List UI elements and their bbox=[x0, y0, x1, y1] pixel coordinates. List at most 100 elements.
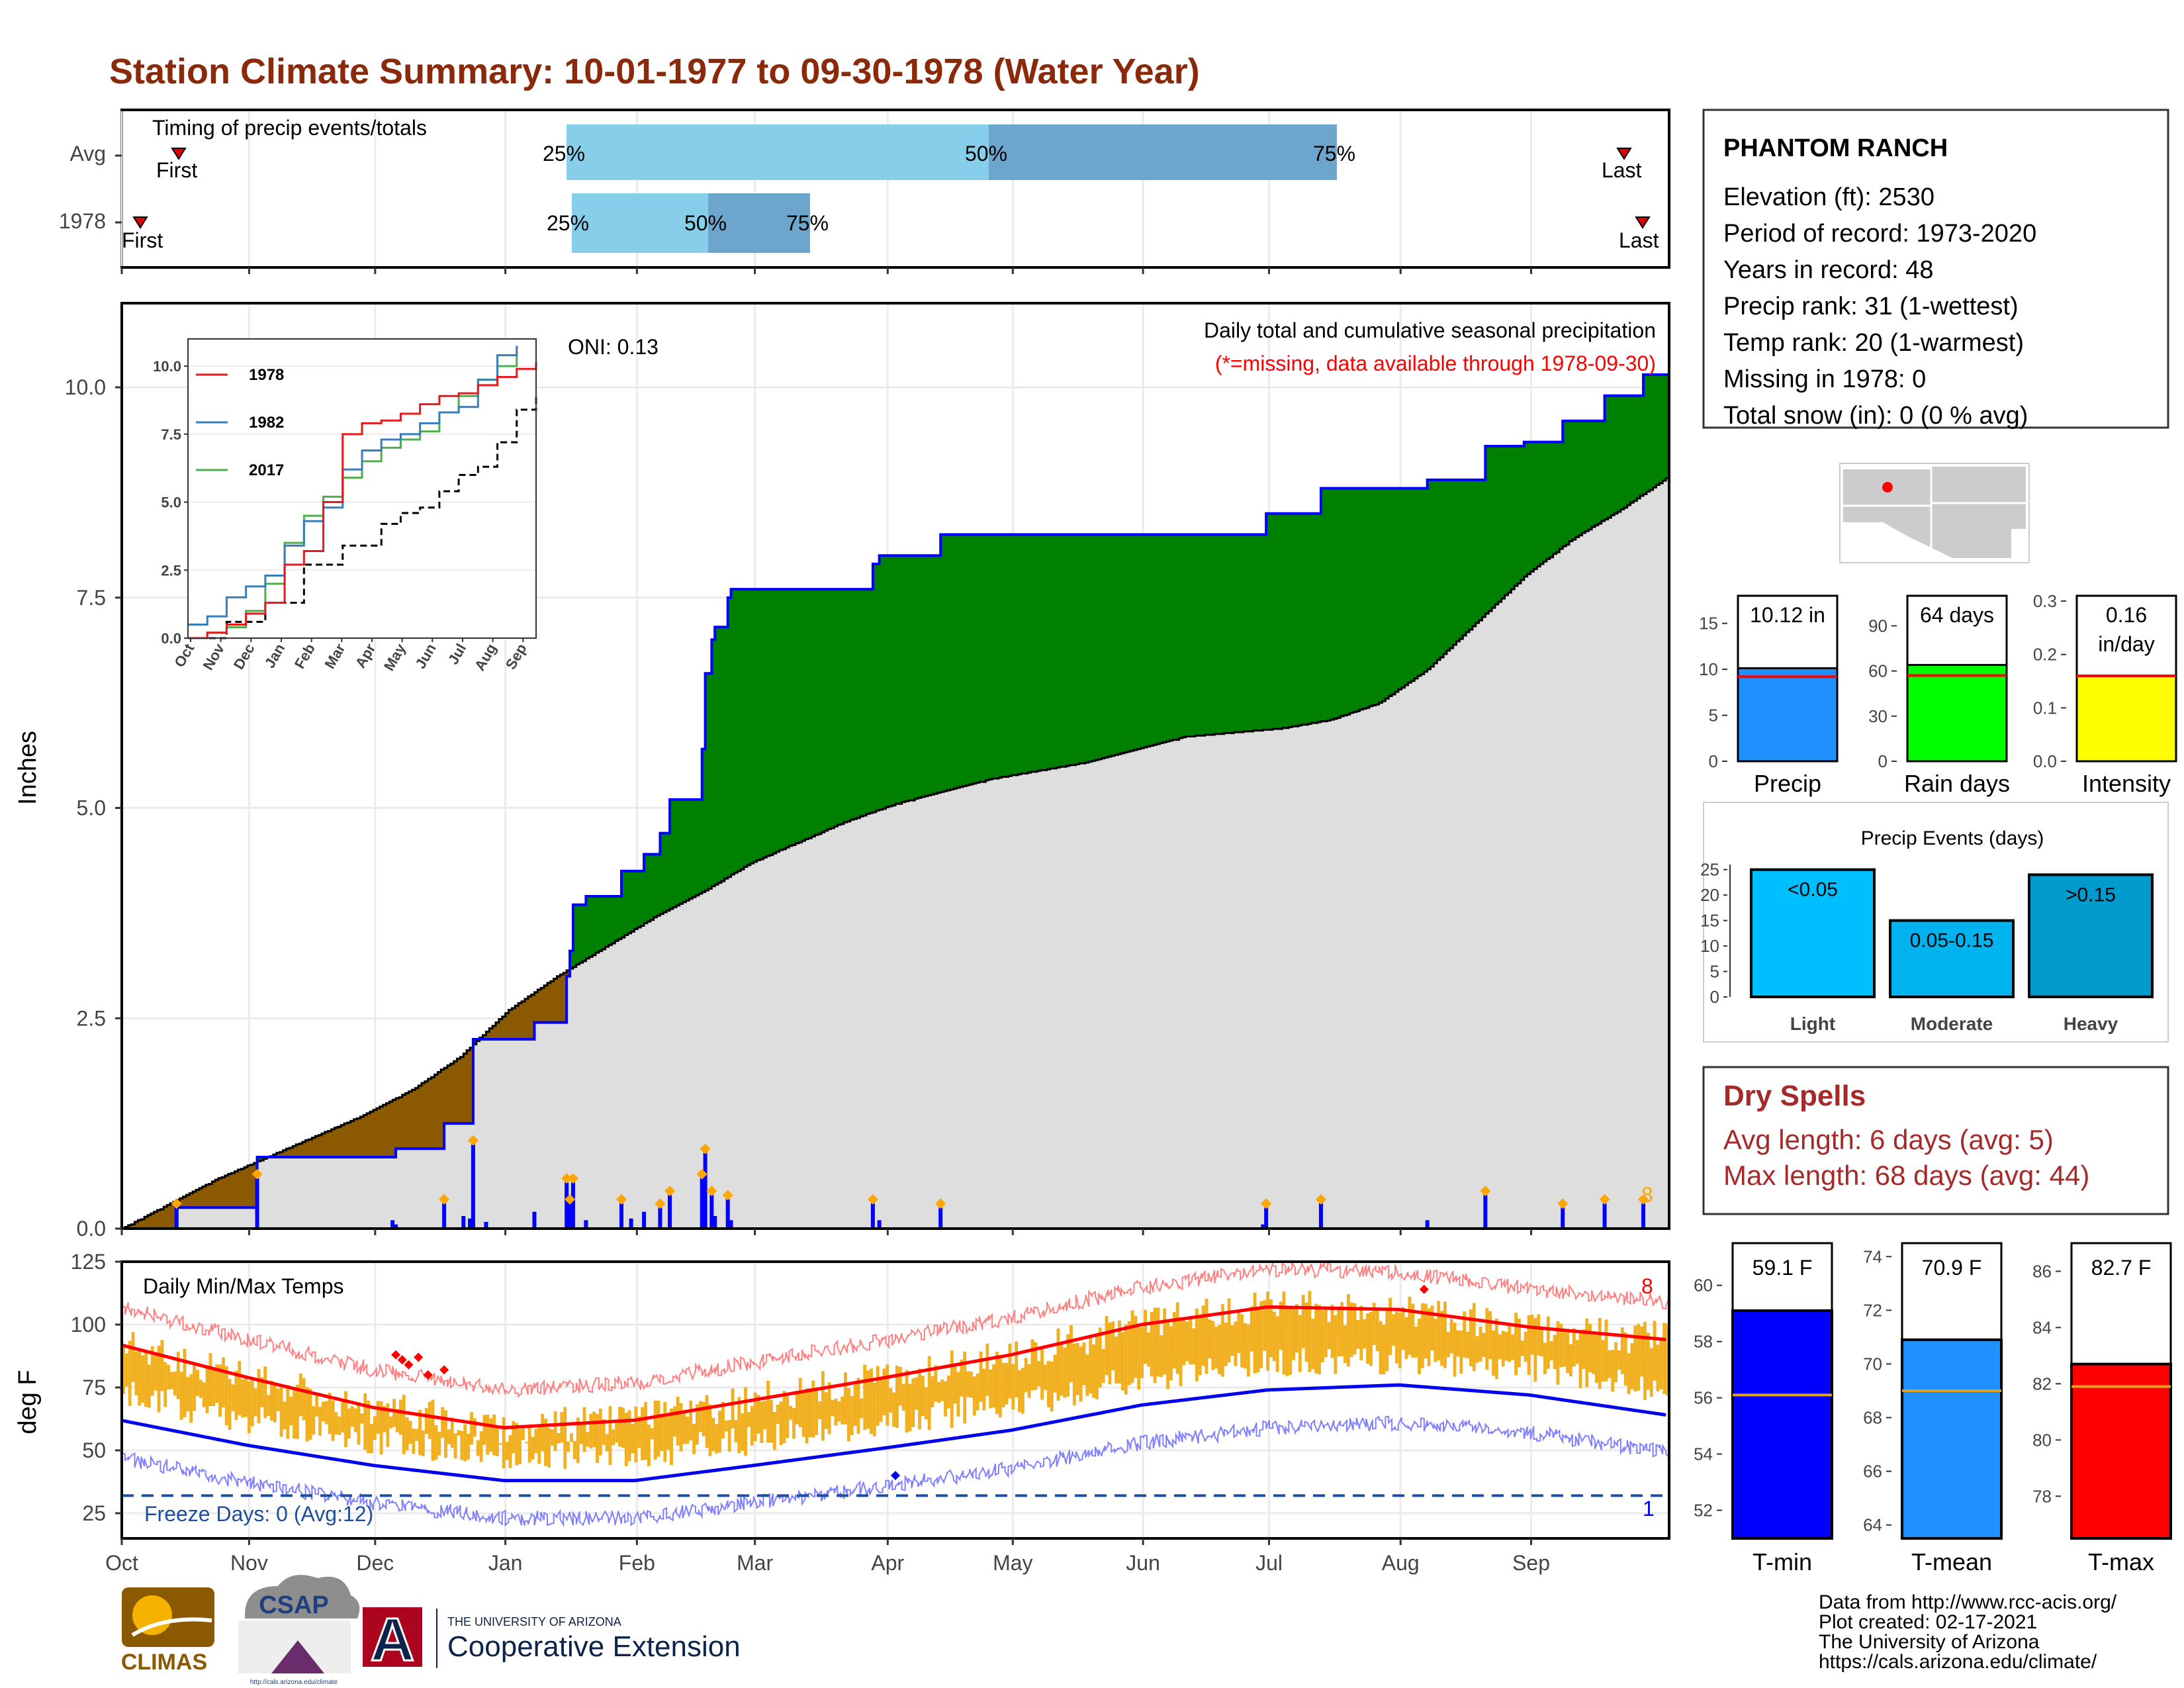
daily-temp-bar bbox=[1011, 1364, 1015, 1410]
daily-temp-bar bbox=[808, 1388, 812, 1437]
daily-precip-bar bbox=[642, 1211, 647, 1229]
month-label-mar: Mar bbox=[737, 1551, 773, 1575]
month-label-jul: Jul bbox=[1255, 1551, 1283, 1575]
month-label-sep: Sep bbox=[1512, 1551, 1550, 1575]
daily-precip-bar bbox=[1261, 1224, 1265, 1229]
daily-temp-bar bbox=[553, 1411, 557, 1452]
daily-temp-bar bbox=[1392, 1314, 1395, 1346]
daily-temp-bar bbox=[450, 1417, 454, 1448]
daily-temp-bar bbox=[770, 1400, 773, 1443]
heavy-event-marker bbox=[1480, 1186, 1491, 1197]
daily-temp-bar bbox=[1108, 1322, 1112, 1385]
daily-temp-bar bbox=[289, 1396, 293, 1425]
month-label-nov: Nov bbox=[230, 1551, 268, 1575]
inset-y-tick-label: 7.5 bbox=[161, 426, 181, 443]
daily-temp-bar bbox=[1346, 1294, 1350, 1367]
daily-temp-bar bbox=[1404, 1317, 1408, 1360]
daily-temp-bar bbox=[373, 1416, 377, 1440]
daily-temp-bar bbox=[502, 1417, 506, 1469]
daily-temp-bar bbox=[263, 1366, 267, 1419]
daily-temp-bar bbox=[1095, 1333, 1099, 1399]
daily-temp-bar bbox=[1046, 1360, 1050, 1408]
daily-precip-bar bbox=[174, 1207, 179, 1229]
daily-precip-bar bbox=[570, 1182, 575, 1229]
heavy-event-marker bbox=[251, 1168, 263, 1180]
credit-url: https://cals.arizona.edu/climate/ bbox=[1819, 1651, 2097, 1673]
timing-1978-last-label: Last bbox=[1619, 228, 1659, 252]
temp-summary-tick-label: 82 bbox=[2032, 1374, 2052, 1393]
daily-temp-bar bbox=[244, 1378, 248, 1417]
daily-temp-bar bbox=[1420, 1303, 1424, 1368]
daily-temp-bar bbox=[1585, 1318, 1589, 1387]
daily-temp-bar bbox=[328, 1392, 332, 1434]
daily-temp-bar bbox=[350, 1406, 354, 1427]
daily-temp-bar bbox=[1578, 1332, 1582, 1388]
daily-temp-bar bbox=[824, 1392, 828, 1429]
daily-temp-bar bbox=[324, 1401, 328, 1425]
daily-temp-bar bbox=[1530, 1314, 1534, 1355]
daily-temp-bar bbox=[827, 1382, 831, 1434]
inset-series-line-1978 bbox=[188, 361, 537, 639]
daily-temp-bar bbox=[1069, 1325, 1073, 1383]
daily-temp-bar bbox=[437, 1431, 441, 1456]
daily-temp-bar bbox=[567, 1441, 570, 1452]
daily-temp-bar bbox=[305, 1387, 309, 1442]
daily-temp-bar bbox=[966, 1371, 970, 1397]
daily-temp-bar bbox=[679, 1403, 683, 1452]
heavy-event-marker bbox=[867, 1194, 878, 1205]
daily-temp-bar bbox=[1543, 1342, 1547, 1374]
precip-y-axis-label: Inches bbox=[14, 731, 42, 805]
legend-label-1978: 1978 bbox=[249, 366, 284, 384]
daily-temp-bar bbox=[627, 1410, 631, 1462]
daily-temp-bar bbox=[1524, 1331, 1527, 1362]
daily-temp-bar bbox=[257, 1369, 261, 1424]
heavy-event-marker bbox=[171, 1198, 182, 1209]
daily-temp-bar bbox=[270, 1380, 273, 1421]
daily-temp-bar bbox=[505, 1442, 509, 1460]
summary-bar-precip: 0 5 10 15 10.12 in Precip bbox=[1699, 594, 1839, 797]
daily-temp-bar bbox=[576, 1417, 580, 1464]
daily-temp-bar bbox=[253, 1388, 257, 1417]
timing-avg-first-label: First bbox=[156, 158, 197, 182]
heavy-event-marker bbox=[1315, 1194, 1326, 1205]
daily-temp-bar bbox=[1282, 1291, 1286, 1375]
temp-y-tick-label: 100 bbox=[71, 1313, 106, 1336]
daily-temp-bar bbox=[1359, 1305, 1363, 1360]
precip-y-tick-label: 2.5 bbox=[77, 1006, 106, 1030]
daily-temp-bar bbox=[1504, 1331, 1508, 1361]
daily-temp-bar bbox=[202, 1382, 206, 1407]
daily-temp-bar bbox=[173, 1371, 177, 1396]
timing-1978-first-marker bbox=[132, 216, 148, 229]
daily-precip-bar bbox=[461, 1215, 466, 1229]
daily-temp-bar bbox=[415, 1429, 419, 1441]
daily-precip-bar bbox=[442, 1203, 447, 1229]
mean-max-temp-line bbox=[121, 1305, 1666, 1430]
timing-1978-p50: 50% bbox=[684, 211, 727, 235]
daily-temp-bar bbox=[731, 1388, 735, 1429]
daily-temp-bar bbox=[1037, 1361, 1041, 1387]
daily-temp-bar bbox=[898, 1366, 902, 1406]
daily-temp-bar bbox=[779, 1401, 783, 1446]
daily-temp-bar bbox=[1314, 1303, 1318, 1374]
ua-letter: A bbox=[371, 1606, 414, 1673]
events-category-label: Heavy bbox=[2064, 1013, 2118, 1034]
daily-temp-bar bbox=[892, 1392, 895, 1427]
summary-bar-tick-label: 0.0 bbox=[2033, 751, 2057, 771]
daily-temp-bar bbox=[1369, 1311, 1373, 1366]
daily-temp-bar bbox=[412, 1429, 416, 1454]
daily-precip-bar bbox=[394, 1224, 398, 1229]
heavy-event-marker bbox=[467, 1135, 478, 1146]
daily-temp-bar bbox=[279, 1387, 283, 1437]
daily-temp-bar bbox=[1611, 1350, 1615, 1392]
daily-temp-bar bbox=[856, 1378, 860, 1434]
daily-temp-bar bbox=[444, 1410, 447, 1458]
daily-temp-bar bbox=[473, 1418, 477, 1437]
daily-temp-bar bbox=[1472, 1303, 1476, 1372]
daily-temp-bar bbox=[792, 1408, 796, 1439]
daily-temp-bar bbox=[789, 1405, 793, 1420]
daily-temp-bar bbox=[1414, 1327, 1418, 1358]
summary-bar-value bbox=[1906, 664, 2008, 763]
daily-temp-bar bbox=[715, 1424, 719, 1454]
daily-temp-bar bbox=[1208, 1319, 1212, 1359]
heavy-event-marker bbox=[655, 1198, 666, 1209]
